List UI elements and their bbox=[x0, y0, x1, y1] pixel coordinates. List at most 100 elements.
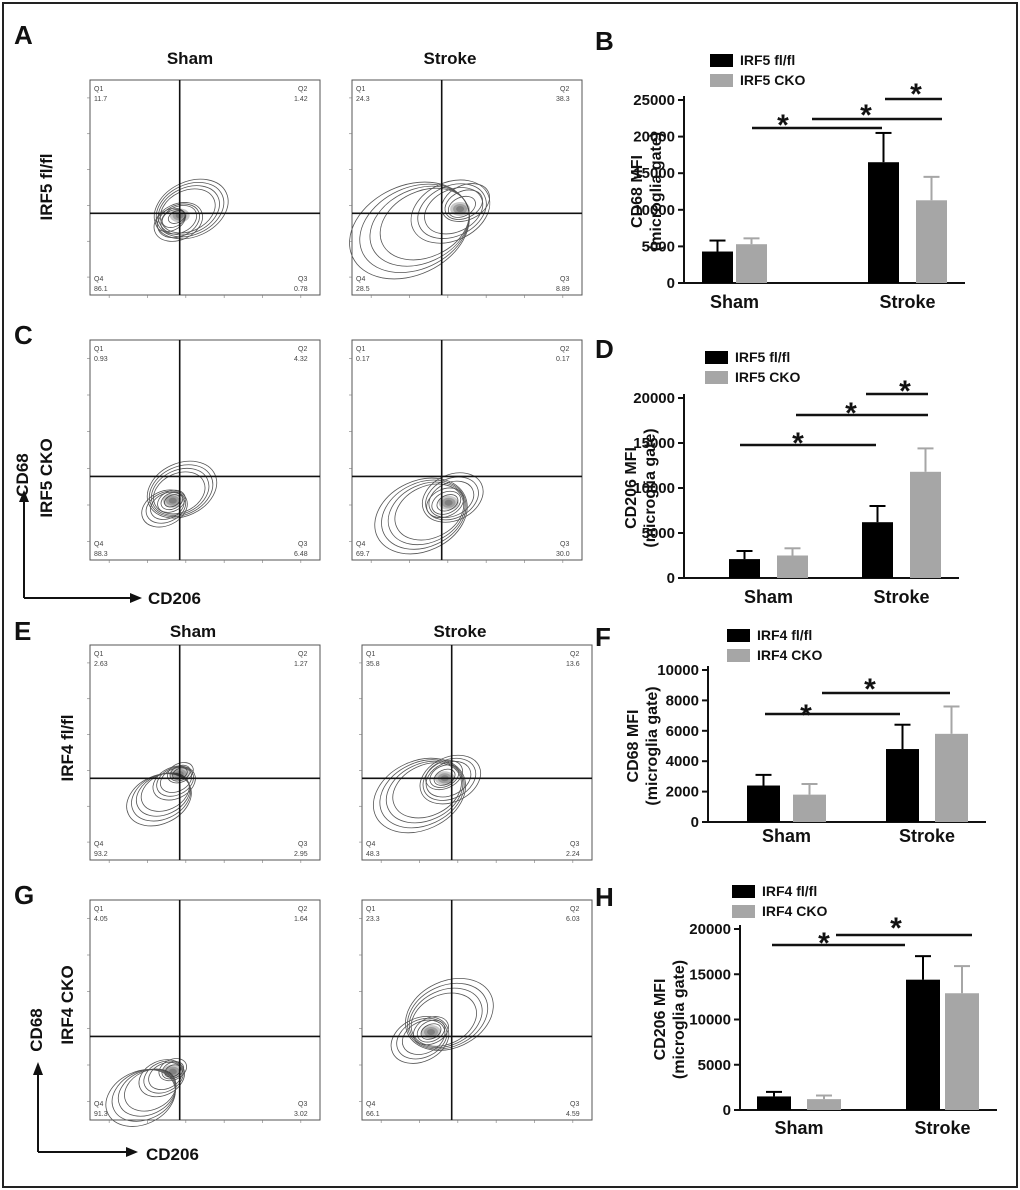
bar-sham-control bbox=[747, 785, 780, 822]
flow-plot-frame bbox=[351, 79, 583, 296]
legend-swatch bbox=[727, 649, 750, 662]
quadrant-q1-name: Q1 bbox=[94, 651, 103, 658]
y-tick-label: 20000 bbox=[633, 390, 675, 407]
quadrant-q1-value: 0.93 bbox=[94, 356, 108, 363]
quadrant-q1-name: Q1 bbox=[94, 906, 103, 913]
flow-contour-line bbox=[105, 1069, 176, 1127]
y-tick-label: 0 bbox=[723, 1102, 731, 1119]
legend-label: IRF4 fl/fl bbox=[762, 883, 817, 899]
panel-label-h: H bbox=[595, 882, 614, 912]
bar-sham-cko bbox=[793, 794, 826, 822]
flow-contour-line bbox=[428, 480, 475, 518]
row-label-irf5-flfl: IRF5 fl/fl bbox=[37, 153, 56, 220]
flow-plot: Q1 11.7 Q2 1.42 Q3 0.78 Q4 86.1 bbox=[87, 79, 321, 298]
quadrant-q1-name: Q1 bbox=[356, 86, 365, 93]
header-sham-top: Sham bbox=[167, 49, 213, 68]
header-stroke-bottom: Stroke bbox=[434, 622, 487, 641]
flow-plot: Q1 23.3 Q2 6.03 Q3 4.59 Q4 66.1 bbox=[359, 899, 593, 1123]
flow-density-core bbox=[453, 204, 468, 214]
legend-label: IRF5 CKO bbox=[740, 72, 805, 88]
flow-plot-frame bbox=[89, 79, 321, 296]
legend-swatch bbox=[710, 54, 733, 67]
quadrant-q2-name: Q2 bbox=[570, 651, 579, 658]
quadrant-q4-value: 48.3 bbox=[366, 851, 380, 858]
y-tick-label: 10000 bbox=[633, 480, 675, 497]
y-tick-label: 8000 bbox=[666, 692, 699, 709]
significance-star: * bbox=[890, 912, 902, 945]
significance-star: * bbox=[845, 397, 857, 430]
y-tick-label: 20000 bbox=[689, 921, 731, 938]
category-label-stroke: Stroke bbox=[879, 292, 935, 312]
y-tick-label: 0 bbox=[691, 814, 699, 831]
flow-contour-line bbox=[433, 768, 456, 786]
flow-contour-line bbox=[401, 1019, 446, 1055]
y-tick-label: 10000 bbox=[633, 202, 675, 219]
quadrant-q1-name: Q1 bbox=[366, 906, 375, 913]
flow-density-core bbox=[424, 1027, 438, 1037]
bar-stroke-control bbox=[886, 749, 919, 822]
axis-label-cd68-top: CD68 bbox=[13, 453, 32, 496]
significance-star: * bbox=[818, 927, 830, 960]
flow-contour-line bbox=[394, 483, 464, 541]
quadrant-q1-value: 35.8 bbox=[366, 661, 380, 668]
axis-label-cd206-top: CD206 bbox=[148, 589, 201, 608]
flow-plot: Q1 2.63 Q2 1.27 Q3 2.95 Q4 93.2 bbox=[87, 644, 321, 863]
category-label-sham: Sham bbox=[774, 1118, 823, 1138]
significance-star: * bbox=[800, 699, 812, 732]
flow-plot: Q1 0.17 Q2 0.17 Q3 30.0 Q4 69.7 bbox=[349, 339, 583, 563]
flow-density-core bbox=[456, 206, 465, 212]
quadrant-q3-value: 4.59 bbox=[566, 1111, 580, 1118]
flow-plot-frame bbox=[89, 899, 321, 1121]
flow-density-core bbox=[441, 497, 456, 508]
flow-contour-line bbox=[387, 481, 466, 546]
flow-plot-frame bbox=[89, 644, 321, 861]
quadrant-q3-value: 2.95 bbox=[294, 851, 308, 858]
flow-contour-line bbox=[396, 1017, 448, 1060]
quadrant-q2-name: Q2 bbox=[560, 346, 569, 353]
category-label-sham: Sham bbox=[762, 826, 811, 846]
bar-sham-cko bbox=[807, 1099, 841, 1110]
quadrant-q4-name: Q4 bbox=[356, 541, 365, 548]
bar-sham-control bbox=[757, 1096, 791, 1110]
quadrant-q1-value: 24.3 bbox=[356, 96, 370, 103]
flow-plot: Q1 24.3 Q2 38.3 Q3 8.89 Q4 28.5 bbox=[349, 79, 583, 298]
bar-chart-h: 0 5000 10000 15000 20000 CD206 MFI (microglia … bbox=[652, 883, 997, 1138]
legend-label: IRF4 CKO bbox=[757, 647, 822, 663]
flow-contour-line bbox=[124, 1068, 177, 1112]
quadrant-q3-name: Q3 bbox=[298, 541, 307, 548]
legend-label: IRF4 CKO bbox=[762, 903, 827, 919]
legend-swatch bbox=[710, 74, 733, 87]
flow-contours bbox=[105, 1058, 188, 1127]
y-tick-label: 25000 bbox=[633, 92, 675, 109]
legend-label: IRF5 CKO bbox=[735, 369, 800, 385]
quadrant-q3-value: 2.24 bbox=[566, 851, 580, 858]
quadrant-q3-value: 8.89 bbox=[556, 286, 570, 293]
flow-contour-line bbox=[145, 490, 187, 524]
bar-stroke-control bbox=[906, 979, 940, 1110]
quadrant-q1-name: Q1 bbox=[356, 346, 365, 353]
flow-contour-line bbox=[158, 1058, 188, 1082]
quadrant-q4-value: 28.5 bbox=[356, 286, 370, 293]
bar-sham-control bbox=[729, 559, 760, 578]
legend-label: IRF5 fl/fl bbox=[740, 52, 795, 68]
quadrant-q3-value: 0.78 bbox=[294, 286, 308, 293]
flow-density-core bbox=[168, 1068, 177, 1075]
quadrant-q1-value: 23.3 bbox=[366, 916, 380, 923]
legend-label: IRF4 fl/fl bbox=[757, 627, 812, 643]
flow-contour-line bbox=[408, 987, 483, 1049]
row-label-irf4-flfl: IRF4 fl/fl bbox=[58, 714, 77, 781]
y-tick-label: 15000 bbox=[633, 165, 675, 182]
flow-contour-line bbox=[141, 489, 188, 528]
y-axis-label-sub: (microglia gate) bbox=[648, 132, 665, 251]
quadrant-q1-value: 0.17 bbox=[356, 356, 370, 363]
flow-contour-line bbox=[151, 467, 210, 516]
legend-swatch bbox=[705, 371, 728, 384]
y-tick-label: 5000 bbox=[642, 525, 675, 542]
significance-star: * bbox=[864, 673, 876, 706]
flow-contour-line bbox=[160, 205, 198, 235]
quadrant-q2-value: 1.27 bbox=[294, 661, 308, 668]
flow-contour-line bbox=[429, 764, 460, 788]
quadrant-q2-name: Q2 bbox=[298, 906, 307, 913]
flow-density-core bbox=[421, 1025, 441, 1039]
flow-contour-line bbox=[159, 767, 193, 793]
